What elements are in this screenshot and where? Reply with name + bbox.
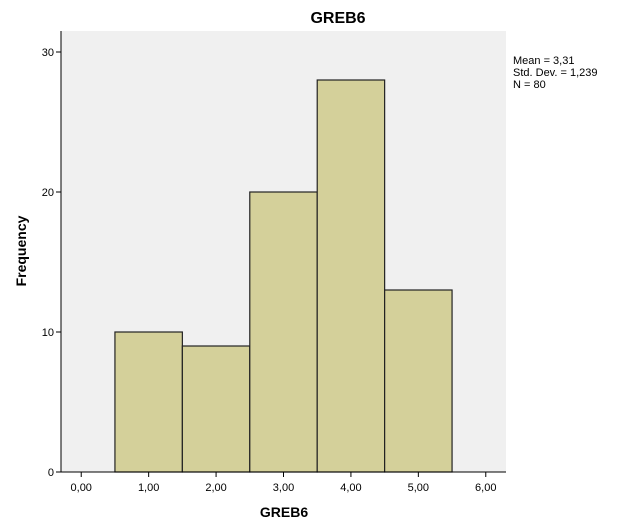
histogram-bar-3 <box>249 191 318 473</box>
y-tick-label: 0 <box>48 467 54 479</box>
stats-box: Mean = 3,31 Std. Dev. = 1,239 N = 80 <box>513 55 598 91</box>
y-axis-title: Frequency <box>13 215 29 286</box>
stats-mean: Mean = 3,31 <box>513 55 574 67</box>
stats-n: N = 80 <box>513 79 546 91</box>
x-tick-label: 3,00 <box>273 482 294 494</box>
x-ticks-group: 0,00 1,00 2,00 3,00 4,00 5,00 6,00 <box>71 472 496 494</box>
x-tick-label: 6,00 <box>475 482 496 494</box>
bars-group <box>114 79 453 473</box>
x-tick-label: 4,00 <box>340 482 361 494</box>
x-tick-label: 1,00 <box>138 482 159 494</box>
y-tick-label: 20 <box>42 187 54 199</box>
histogram-bar-5 <box>384 289 453 473</box>
x-tick-label: 2,00 <box>205 482 226 494</box>
chart-title: GREB6 <box>310 10 365 27</box>
x-tick-label: 0,00 <box>71 482 92 494</box>
y-tick-label: 10 <box>42 327 54 339</box>
y-ticks-group: 0 10 20 30 <box>42 47 61 479</box>
x-axis-title: GREB6 <box>260 504 308 520</box>
y-tick-label: 30 <box>42 47 54 59</box>
histogram-bar-2 <box>181 345 251 473</box>
x-tick-label: 5,00 <box>408 482 429 494</box>
stats-std-dev: Std. Dev. = 1,239 <box>513 67 598 79</box>
histogram-bar-1 <box>114 331 183 473</box>
histogram-bar-4 <box>316 79 386 473</box>
